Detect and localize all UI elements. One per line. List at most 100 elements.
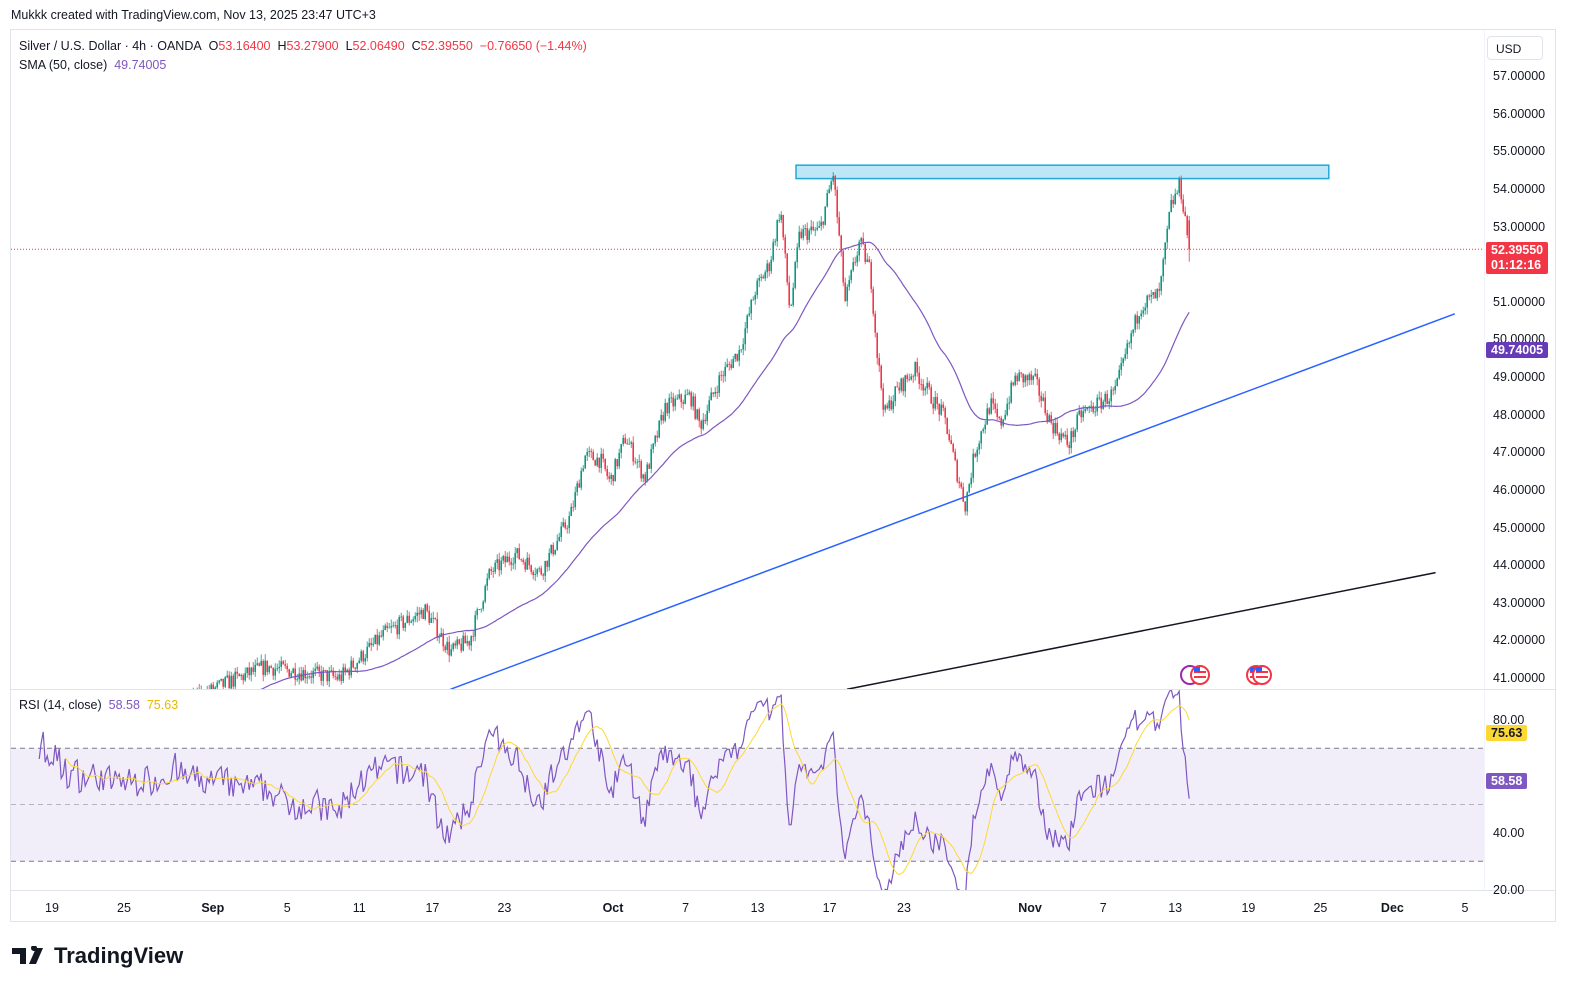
candle <box>510 558 512 571</box>
candle-body <box>1164 242 1166 260</box>
candle-body <box>492 570 494 572</box>
candle-body <box>974 453 976 457</box>
candle-body <box>632 442 634 462</box>
time-tick: 19 <box>1241 901 1256 915</box>
candle-body <box>288 669 290 677</box>
candle-body <box>972 453 974 478</box>
candle <box>1088 405 1090 413</box>
currency-button[interactable]: USD <box>1487 36 1543 60</box>
candle <box>554 549 556 556</box>
sma-label[interactable]: SMA (50, close) <box>19 58 108 72</box>
candle-body <box>1106 393 1108 404</box>
candle <box>846 284 848 307</box>
candle <box>300 666 302 682</box>
candle <box>1156 288 1158 302</box>
candle <box>728 361 730 371</box>
candle-body <box>1098 397 1100 399</box>
candle-body <box>1014 375 1016 385</box>
candle <box>430 612 432 624</box>
candle-body <box>648 464 650 469</box>
candle <box>688 389 690 396</box>
candle <box>370 637 372 652</box>
candle-body <box>384 625 386 630</box>
candle-body <box>776 220 778 242</box>
candle-body <box>432 617 434 619</box>
candle-body <box>796 247 798 263</box>
time-tick: 19 <box>45 901 59 915</box>
candle-body <box>858 241 860 256</box>
candle-body <box>1054 422 1056 434</box>
candle-body <box>1060 433 1062 441</box>
candle <box>1084 405 1086 414</box>
candle-body <box>404 622 406 628</box>
candle <box>664 398 666 423</box>
candle-body <box>766 263 768 273</box>
candle-body <box>764 272 766 279</box>
candle-body <box>230 675 232 689</box>
candle <box>394 621 396 629</box>
candle <box>192 687 194 689</box>
candle <box>980 430 982 450</box>
candle-body <box>610 475 612 479</box>
candle <box>910 373 912 381</box>
candle <box>624 433 626 444</box>
candle-body <box>954 451 956 461</box>
candle-body <box>884 405 886 410</box>
candle <box>292 667 294 674</box>
candle <box>114 729 116 744</box>
candle-body <box>264 660 266 675</box>
candle-body <box>1136 315 1138 324</box>
candle <box>962 482 964 503</box>
candle-body <box>236 671 238 674</box>
time-tick: 13 <box>1168 901 1183 915</box>
candle-body <box>186 699 188 706</box>
symbol-title[interactable]: Silver / U.S. Dollar · 4h · OANDA <box>19 39 202 53</box>
candle <box>958 476 960 489</box>
candle-body <box>716 391 718 393</box>
rsi-label[interactable]: RSI (14, close) <box>19 698 102 712</box>
candle-body <box>702 419 704 429</box>
candle <box>1138 315 1140 330</box>
tradingview-logo[interactable]: TradingView <box>12 943 183 969</box>
candle <box>694 393 696 421</box>
candle-body <box>242 674 244 681</box>
economic-event-icon[interactable] <box>1190 665 1210 685</box>
candle <box>706 404 708 426</box>
last-price-tag: 52.39550 01:12:16 <box>1486 242 1549 274</box>
candle <box>680 393 682 408</box>
candle <box>670 391 672 403</box>
candle <box>396 619 398 639</box>
candle-body <box>474 615 476 637</box>
candle-body <box>560 526 562 538</box>
candle <box>486 573 488 591</box>
candle <box>178 708 180 713</box>
candle <box>402 614 404 631</box>
candle-body <box>590 451 592 452</box>
candle-body <box>220 678 222 681</box>
candle <box>826 189 828 208</box>
candle <box>956 458 958 484</box>
candle-body <box>348 669 350 676</box>
candle-body <box>1146 295 1148 308</box>
candle <box>610 472 612 485</box>
economic-event-icon[interactable] <box>1252 665 1272 685</box>
candle <box>944 406 946 425</box>
candle <box>158 718 160 731</box>
candle-body <box>94 743 96 748</box>
candle <box>446 637 448 655</box>
candle-body <box>246 667 248 674</box>
candle <box>886 402 888 410</box>
candle-body <box>166 719 168 720</box>
candle <box>148 710 150 726</box>
candle-body <box>522 559 524 563</box>
candle-body <box>294 668 296 680</box>
candle <box>1090 400 1092 412</box>
candle <box>416 606 418 623</box>
candle-body <box>214 687 216 689</box>
candle-body <box>654 435 656 444</box>
candle-body <box>514 553 516 564</box>
candle-body <box>936 397 938 404</box>
candle <box>964 501 966 516</box>
candle-body <box>106 736 108 740</box>
